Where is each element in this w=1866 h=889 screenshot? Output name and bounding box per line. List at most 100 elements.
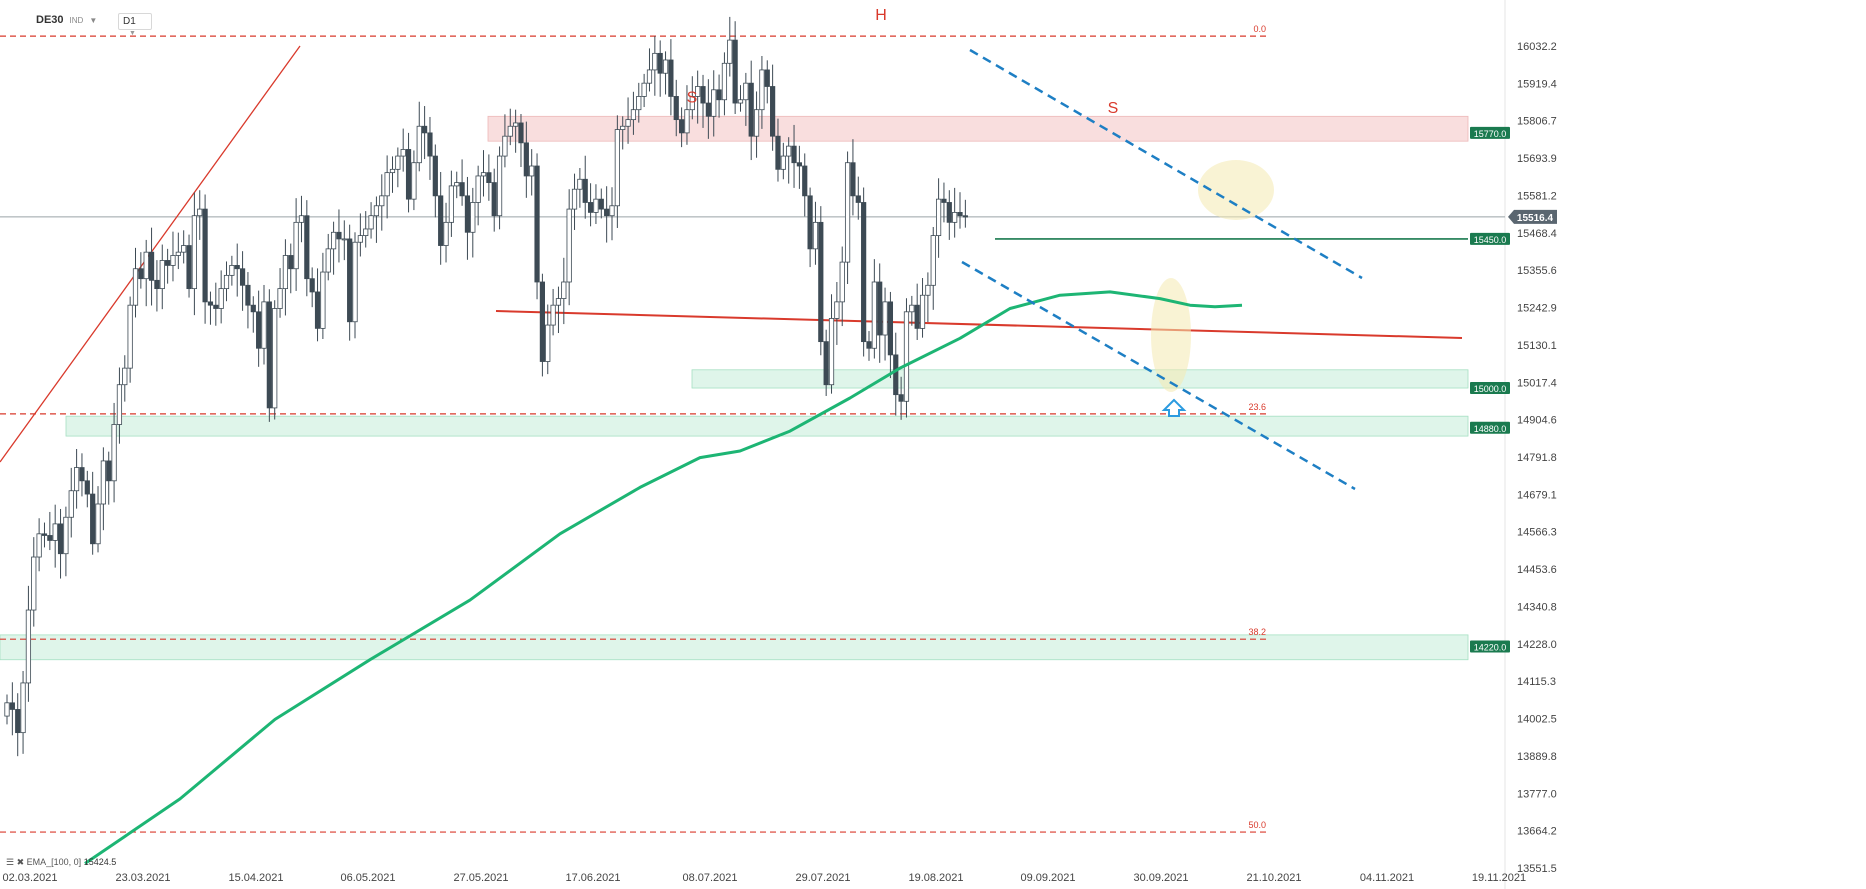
bear-candle [57,523,64,555]
bear-candle [154,279,160,290]
y-tick-label: 14453.6 [1517,564,1557,576]
bear-candle [186,245,192,290]
timeframe-select[interactable]: D1 ▼ [118,13,152,37]
y-tick-label: 13551.5 [1517,863,1557,875]
y-tick-label: 15355.6 [1517,265,1557,277]
bear-candle [957,212,963,217]
bear-candle [791,145,797,164]
bear-candle [148,251,155,281]
bull-candle [320,271,326,329]
y-tick-label: 16032.2 [1517,41,1557,53]
bull-candle [470,202,476,233]
level-price-tag [1470,421,1510,434]
bull-candle [625,119,631,127]
bull-candle [636,96,642,111]
y-tick-label: 14115.3 [1517,676,1556,688]
bull-candle [780,155,786,170]
bull-candle [737,99,744,104]
x-tick-label: 30.09.2021 [1133,872,1188,884]
bull-candle [614,129,620,207]
last-price-tag-text: 15516.4 [1517,213,1554,224]
bear-candle [41,533,48,536]
bear-candle [732,39,738,104]
bull-candle [727,39,733,64]
bull-candle [689,96,695,111]
bull-candle [561,281,567,299]
bear-candle [898,394,904,402]
bull-candle [277,288,283,309]
y-tick-label: 15693.9 [1517,153,1557,165]
bull-candle [828,318,835,386]
bear-candle [700,86,706,104]
ema-legend-value: 15424.5 [83,857,117,867]
timeframe-value: D1 [123,16,136,27]
bear-candle [347,238,353,323]
bear-candle [491,182,497,217]
bear-candle [79,467,85,482]
symbol-dropdown-icon[interactable]: ▼ [89,15,98,25]
bull-candle [223,274,230,290]
x-tick-label: 23.03.2021 [115,872,170,884]
bull-candle [555,298,562,306]
y-tick-label: 14679.1 [1517,489,1557,501]
level-zone [65,415,1469,437]
bull-candle [759,69,765,111]
bull-candle [684,109,690,134]
bear-candle [234,265,240,270]
bull-candle [74,467,80,492]
bull-candle [400,149,406,157]
bear-candle [9,702,15,710]
bull-candle [170,255,176,266]
bull-candle [389,168,396,174]
x-tick-label: 27.05.2021 [453,872,508,884]
bull-candle [143,251,149,280]
bull-candle [122,367,128,386]
bull-candle [181,245,187,253]
pattern-label: S [1108,100,1119,117]
bull-candle [341,238,347,241]
y-tick-label: 14566.3 [1517,527,1557,539]
bull-candle [571,188,578,210]
bull-candle [363,228,369,237]
bear-candle [90,493,96,545]
bull-candle [646,69,653,84]
bull-candle [282,255,289,290]
bull-candle [502,135,508,157]
bear-candle [464,195,471,233]
y-tick-label: 15017.4 [1517,377,1557,389]
highlight-ellipse [1198,160,1274,220]
bull-candle [695,86,701,97]
y-tick-label: 15130.1 [1517,340,1557,352]
bear-candle [138,268,144,280]
level-price-tag-text: 15450.0 [1474,235,1507,245]
x-tick-label: 29.07.2021 [795,872,850,884]
bull-candle [475,175,481,203]
y-tick-label: 13664.2 [1517,826,1557,838]
bear-candle [802,165,808,197]
bull-candle [197,208,203,217]
bear-candle [705,102,711,117]
fib-label: 0.0 [1253,24,1266,34]
channel-lower [961,260,1356,491]
level-price-tag [1470,382,1510,395]
bull-candle [272,308,278,409]
bear-candle [587,202,594,213]
bear-candle [106,460,112,482]
bull-candle [513,122,519,127]
bull-candle [31,556,37,611]
bull-candle [930,235,936,286]
bear-candle [239,268,246,286]
bear-candle [946,202,952,223]
bull-candle [191,215,197,290]
bear-candle [84,480,90,495]
bear-candle [657,52,663,74]
bear-candle [679,119,685,134]
y-tick-label: 13889.8 [1517,751,1557,763]
bear-candle [604,208,610,217]
bull-candle [4,702,10,717]
bear-candle [438,195,444,246]
symbol-label[interactable]: DE30 [36,14,64,26]
bull-candle [373,205,380,217]
